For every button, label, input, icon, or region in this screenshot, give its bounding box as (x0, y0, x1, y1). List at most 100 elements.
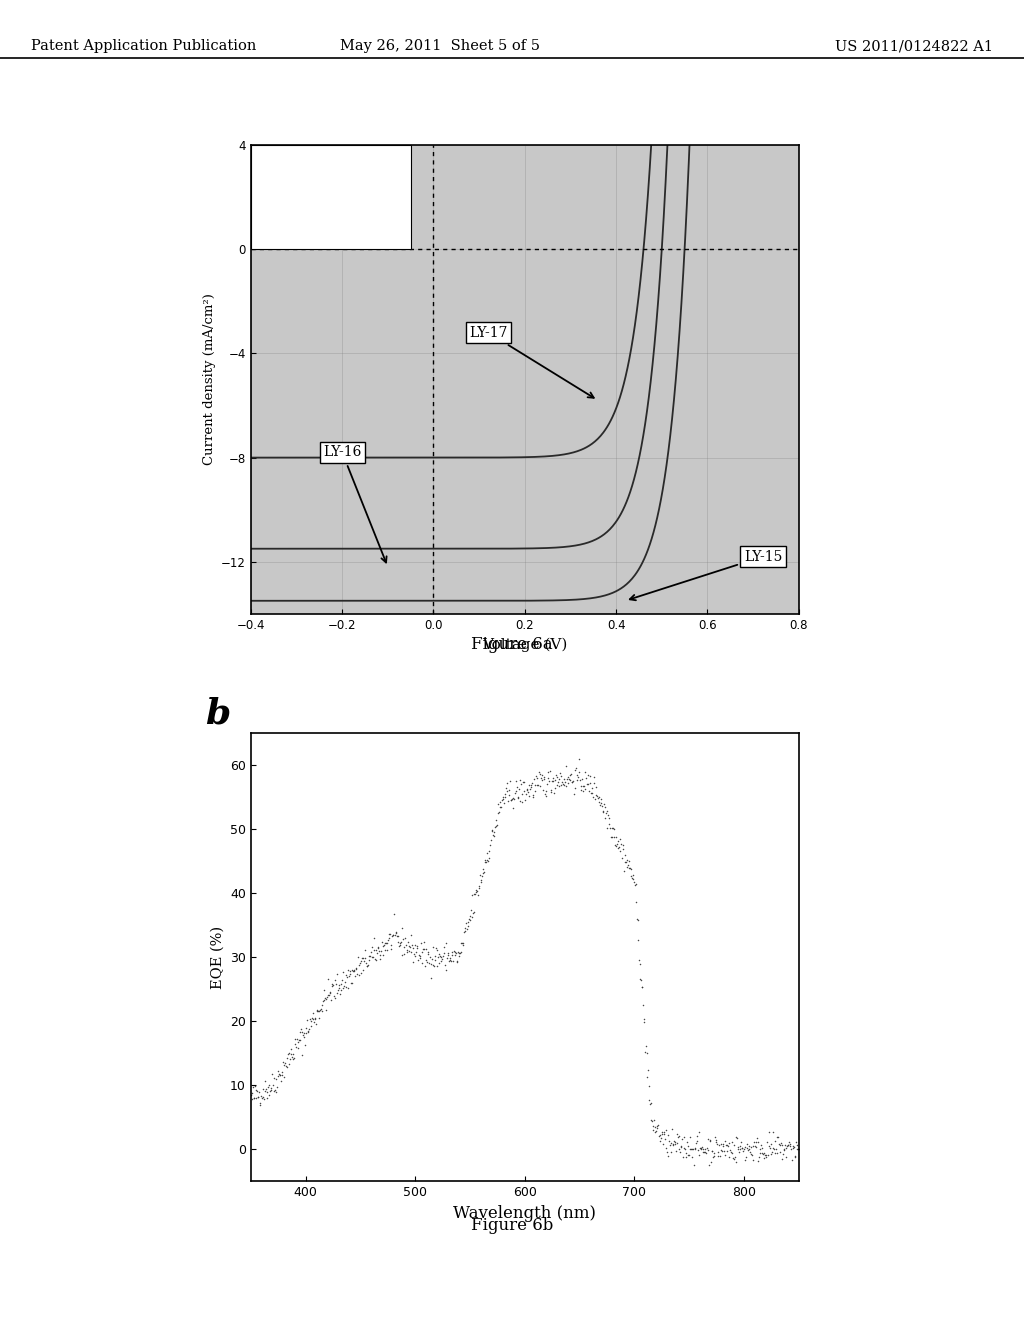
Point (609, 830, 626, 851)
Point (590, 788, 606, 809)
Point (594, 795, 610, 816)
Point (777, 1134, 794, 1155)
Point (327, 970, 343, 991)
Point (357, 940, 374, 961)
Point (528, 775, 545, 796)
Point (509, 785, 525, 807)
Point (269, 1065, 286, 1086)
Point (466, 883, 482, 904)
Point (646, 1121, 663, 1142)
Point (441, 948, 458, 969)
Point (376, 935, 392, 956)
Point (263, 1080, 280, 1101)
Point (397, 935, 414, 956)
Point (272, 1071, 289, 1092)
Point (784, 1135, 801, 1156)
Point (740, 1138, 757, 1159)
X-axis label: Voltage (V): Voltage (V) (482, 638, 567, 652)
Point (284, 1047, 300, 1068)
Point (290, 1038, 306, 1059)
Point (453, 932, 469, 953)
Point (530, 775, 547, 796)
Point (342, 960, 358, 981)
Point (561, 770, 578, 791)
Point (787, 1146, 804, 1167)
Point (753, 1135, 769, 1156)
Point (268, 1081, 285, 1102)
Point (623, 859, 639, 880)
Point (772, 1134, 788, 1155)
Point (425, 936, 441, 957)
Point (387, 924, 403, 945)
Point (429, 939, 445, 960)
Point (707, 1127, 723, 1148)
Point (287, 1034, 303, 1055)
Point (736, 1137, 753, 1158)
Point (328, 974, 344, 995)
Point (401, 937, 418, 958)
Point (737, 1147, 754, 1168)
Point (279, 1056, 295, 1077)
Point (628, 874, 644, 895)
Point (538, 780, 554, 801)
Point (265, 1080, 282, 1101)
Point (450, 950, 466, 972)
Point (505, 787, 521, 808)
Point (728, 1151, 744, 1172)
Text: Figure 6a: Figure 6a (471, 636, 553, 653)
Point (398, 942, 415, 964)
Point (556, 775, 572, 796)
Point (493, 796, 509, 817)
Point (333, 973, 349, 994)
Point (525, 787, 542, 808)
Point (752, 1142, 768, 1163)
Point (711, 1135, 727, 1156)
Point (458, 912, 474, 933)
Point (659, 1146, 676, 1167)
Point (410, 936, 426, 957)
Point (339, 966, 355, 987)
Point (790, 1138, 806, 1159)
Point (436, 936, 453, 957)
Point (658, 1142, 675, 1163)
Point (602, 818, 618, 840)
Point (716, 1140, 732, 1162)
Point (569, 764, 586, 785)
Point (348, 958, 365, 979)
Point (407, 935, 423, 956)
Point (557, 776, 573, 797)
Point (488, 814, 505, 836)
Point (524, 772, 541, 793)
Point (420, 944, 436, 965)
Point (738, 1134, 755, 1155)
Point (294, 1044, 310, 1065)
Point (383, 935, 399, 956)
Point (495, 787, 511, 808)
Point (434, 949, 451, 970)
Point (472, 870, 488, 891)
Point (650, 1114, 667, 1135)
Point (245, 1077, 261, 1098)
Point (532, 768, 549, 789)
Point (761, 1135, 777, 1156)
Point (601, 808, 617, 829)
Point (560, 767, 577, 788)
Point (406, 944, 422, 965)
Point (365, 946, 381, 968)
Point (555, 774, 571, 795)
Point (745, 1131, 762, 1152)
Point (412, 948, 428, 969)
Point (336, 975, 352, 997)
Point (663, 1133, 679, 1154)
Point (513, 774, 529, 795)
Point (647, 1117, 664, 1138)
Point (403, 924, 420, 945)
Point (278, 1056, 294, 1077)
Point (571, 762, 588, 783)
Point (382, 923, 398, 944)
Point (558, 755, 574, 776)
Point (645, 1119, 662, 1140)
Point (335, 961, 351, 982)
Point (777, 1138, 794, 1159)
Point (708, 1133, 724, 1154)
